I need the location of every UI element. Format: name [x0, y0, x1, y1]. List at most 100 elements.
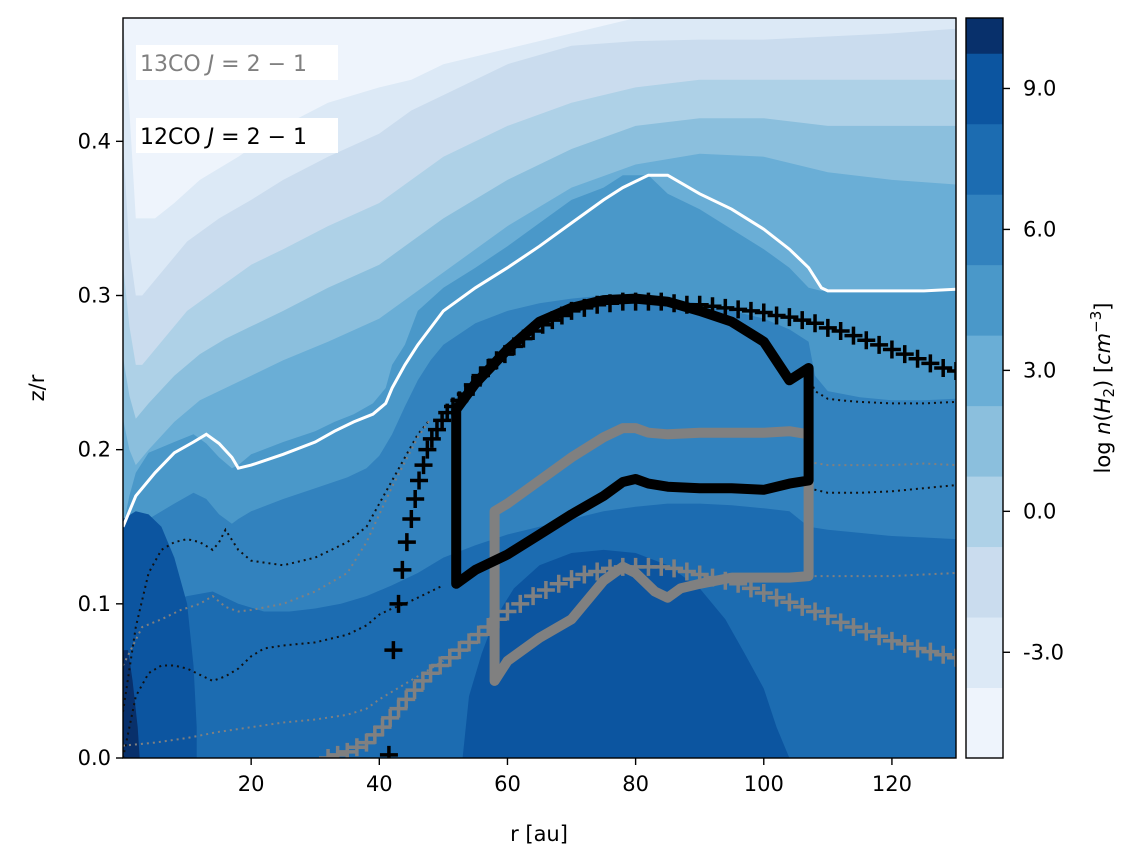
- plus-12co-point: [947, 362, 956, 381]
- plus-13co-point: [373, 718, 392, 737]
- plus-13co-point: [754, 584, 773, 603]
- plus-13co-point: [780, 593, 799, 612]
- plus-13co-point: [421, 664, 440, 683]
- annotation-12co-species: 12CO: [140, 125, 208, 150]
- plus-12co-point: [397, 533, 416, 552]
- plus-12co-point: [393, 560, 412, 579]
- y-tick-label: 0.3: [78, 284, 111, 308]
- annotation-13co-bg: [136, 45, 338, 80]
- colorbar-segment: [966, 335, 1003, 407]
- plus-13co-point: [450, 641, 469, 660]
- plus-13co-point: [431, 656, 450, 675]
- plus-13co-point: [793, 597, 812, 616]
- plus-13co-point: [908, 639, 927, 658]
- annotation-12co-J: J: [204, 125, 215, 150]
- plus-13co-point: [488, 610, 507, 629]
- plus-12co-point: [552, 306, 571, 325]
- plus-13co-point: [575, 565, 594, 584]
- annotation-13co-J: J: [204, 52, 215, 77]
- plus-12co-point: [389, 594, 408, 613]
- band-13co-outline: [489, 423, 814, 686]
- colorbar-segment: [966, 617, 1003, 689]
- annotation-12co-text: 12CO J = 2 − 1: [140, 125, 307, 150]
- plus-12co-point: [543, 311, 562, 330]
- plus-12co-point: [857, 331, 876, 350]
- plus-12co-point: [456, 385, 475, 404]
- y-tick-label: 0.2: [78, 438, 111, 462]
- plus-13co-point: [741, 579, 760, 598]
- plus-13co-point: [498, 602, 517, 621]
- plus-12co-point: [831, 321, 850, 340]
- plus-12co-point: [895, 345, 914, 364]
- annotation-13co-text: 13CO J = 2 − 1: [140, 52, 307, 77]
- plus-13co-point: [549, 574, 568, 593]
- plus-12co-point: [780, 308, 799, 327]
- y-axis-label: z/r: [25, 374, 49, 401]
- dotted-black-line-0: [123, 418, 432, 712]
- plus-13co-point: [831, 613, 850, 632]
- colorbar-tick-label: -3.0: [1023, 640, 1064, 664]
- plus-12co-point: [524, 321, 543, 340]
- white-contour-line: [123, 173, 956, 528]
- colorbar-tick-label: 6.0: [1023, 217, 1056, 241]
- plus-12co-point: [562, 301, 581, 320]
- y-tick-label: 0.0: [78, 746, 111, 770]
- colorbar-segment: [966, 405, 1003, 477]
- plus-13co-point: [405, 681, 424, 700]
- plus-13co-point: [947, 648, 956, 667]
- plus-13co-point: [397, 690, 416, 709]
- plus-12co-point: [384, 641, 403, 660]
- x-tick-label: 80: [622, 772, 649, 796]
- dotted-black-line-2: [807, 375, 956, 405]
- plus-13co-point: [524, 587, 543, 606]
- plus-13co-point: [460, 633, 479, 652]
- colorbar-segment: [966, 18, 1003, 54]
- plus-13co-point: [440, 648, 459, 667]
- plus-13co-point: [469, 625, 488, 644]
- plus-13co-point: [870, 627, 889, 646]
- plot-lines: [123, 173, 956, 758]
- plus-13co-point: [703, 568, 722, 587]
- dotted-gray-line-2: [808, 461, 956, 467]
- plus-13co-point: [511, 594, 530, 613]
- plus-13co-point: [328, 745, 347, 758]
- colorbar: [966, 18, 1003, 759]
- plus-13co-point: [588, 562, 607, 581]
- colorbar-segment: [966, 194, 1003, 266]
- plus-12co-point: [844, 326, 863, 345]
- x-axis-label: r [au]: [510, 822, 568, 846]
- x-axis: 20 40 60 80 100 120: [238, 758, 912, 796]
- plus-12co-point: [754, 303, 773, 322]
- colorbar-segment: [966, 546, 1003, 618]
- plus-12co-point: [504, 337, 523, 356]
- y-tick-label: 0.4: [78, 129, 111, 153]
- annotation-12co: 12CO J = 2 − 1: [136, 118, 338, 153]
- plus-12co-point: [410, 471, 429, 490]
- plus-12co-point: [427, 420, 446, 439]
- x-tick-label: 20: [238, 772, 265, 796]
- plus-13co-point: [844, 617, 863, 636]
- plus-13co-point: [319, 749, 338, 758]
- plus-13co-point: [389, 699, 408, 718]
- x-tick-label: 60: [494, 772, 521, 796]
- colorbar-tick-label: 9.0: [1023, 76, 1056, 100]
- plus-13co-point: [381, 708, 400, 727]
- plus-12co-point: [414, 456, 433, 475]
- annotation-13co-species: 13CO: [140, 52, 208, 77]
- plus-12co-point: [806, 314, 825, 333]
- plus-13co-point: [716, 571, 735, 590]
- plus-13co-point: [665, 559, 684, 578]
- density-level-9-inner_left: [123, 511, 197, 758]
- plus-12co-point: [882, 340, 901, 359]
- plus-12co-point: [379, 745, 398, 758]
- x-tick-label: 40: [366, 772, 393, 796]
- plus-13co-point: [677, 562, 696, 581]
- x-tick-label: 120: [872, 772, 912, 796]
- colorbar-label: log n(H2) [cm−3]: [1087, 303, 1118, 474]
- band-12co-outline: [451, 293, 814, 589]
- plus-12co-point: [908, 349, 927, 368]
- plus-13co-point: [921, 642, 940, 661]
- colorbar-segment: [966, 123, 1003, 195]
- plus-12co-point: [422, 429, 441, 448]
